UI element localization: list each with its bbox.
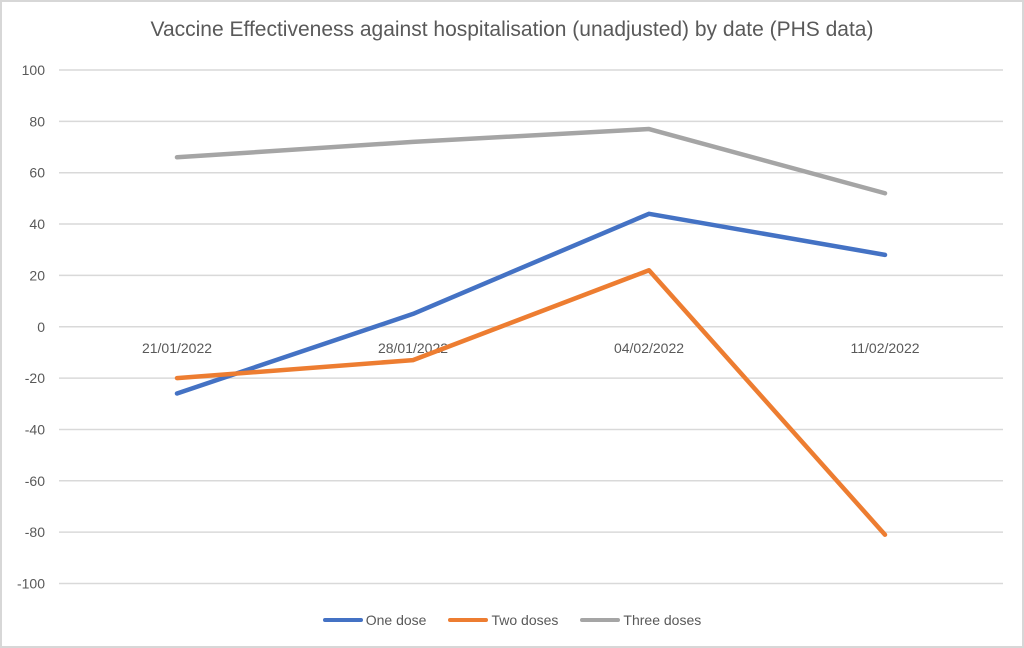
series-line-two-doses	[174, 268, 888, 537]
y-axis-tick-label: 100	[22, 62, 46, 78]
x-axis-category-label: 28/01/2022	[378, 340, 448, 356]
legend-item-three-doses: Three doses	[580, 612, 701, 628]
y-axis-tick-label: -80	[25, 524, 45, 540]
legend-item-one-dose: One dose	[322, 612, 427, 628]
legend-label: Two doses	[491, 612, 559, 628]
x-axis-category-label: 21/01/2022	[142, 340, 212, 356]
chart-title: Vaccine Effectiveness against hospitalis…	[150, 18, 874, 41]
y-axis-tick-label: 40	[29, 216, 45, 232]
y-axis-tick-label: 20	[29, 267, 45, 283]
y-axis-tick-label: 0	[37, 319, 45, 335]
x-axis-category-label: 11/02/2022	[850, 340, 919, 356]
y-axis-tick-label: -60	[25, 473, 45, 489]
series-line-three-doses	[174, 126, 888, 196]
legend-label: One dose	[365, 612, 427, 628]
y-axis-tick-label: -100	[17, 576, 45, 592]
series-line-one-dose	[174, 211, 888, 396]
y-axis-tick-label: 60	[29, 165, 45, 181]
x-axis-category-label: 04/02/2022	[614, 340, 684, 356]
y-axis-tick-label: -20	[25, 370, 45, 386]
legend-item-two-doses: Two doses	[448, 612, 558, 628]
legend-label: Three doses	[623, 612, 702, 628]
chart-legend: One dose Two doses Three doses	[0, 611, 1024, 629]
y-axis-tick-label: -40	[25, 421, 45, 437]
legend-line-swatch	[322, 617, 363, 623]
legend-line-swatch	[580, 617, 621, 623]
legend-line-swatch	[448, 617, 489, 623]
y-axis-tick-label: 80	[29, 113, 45, 129]
